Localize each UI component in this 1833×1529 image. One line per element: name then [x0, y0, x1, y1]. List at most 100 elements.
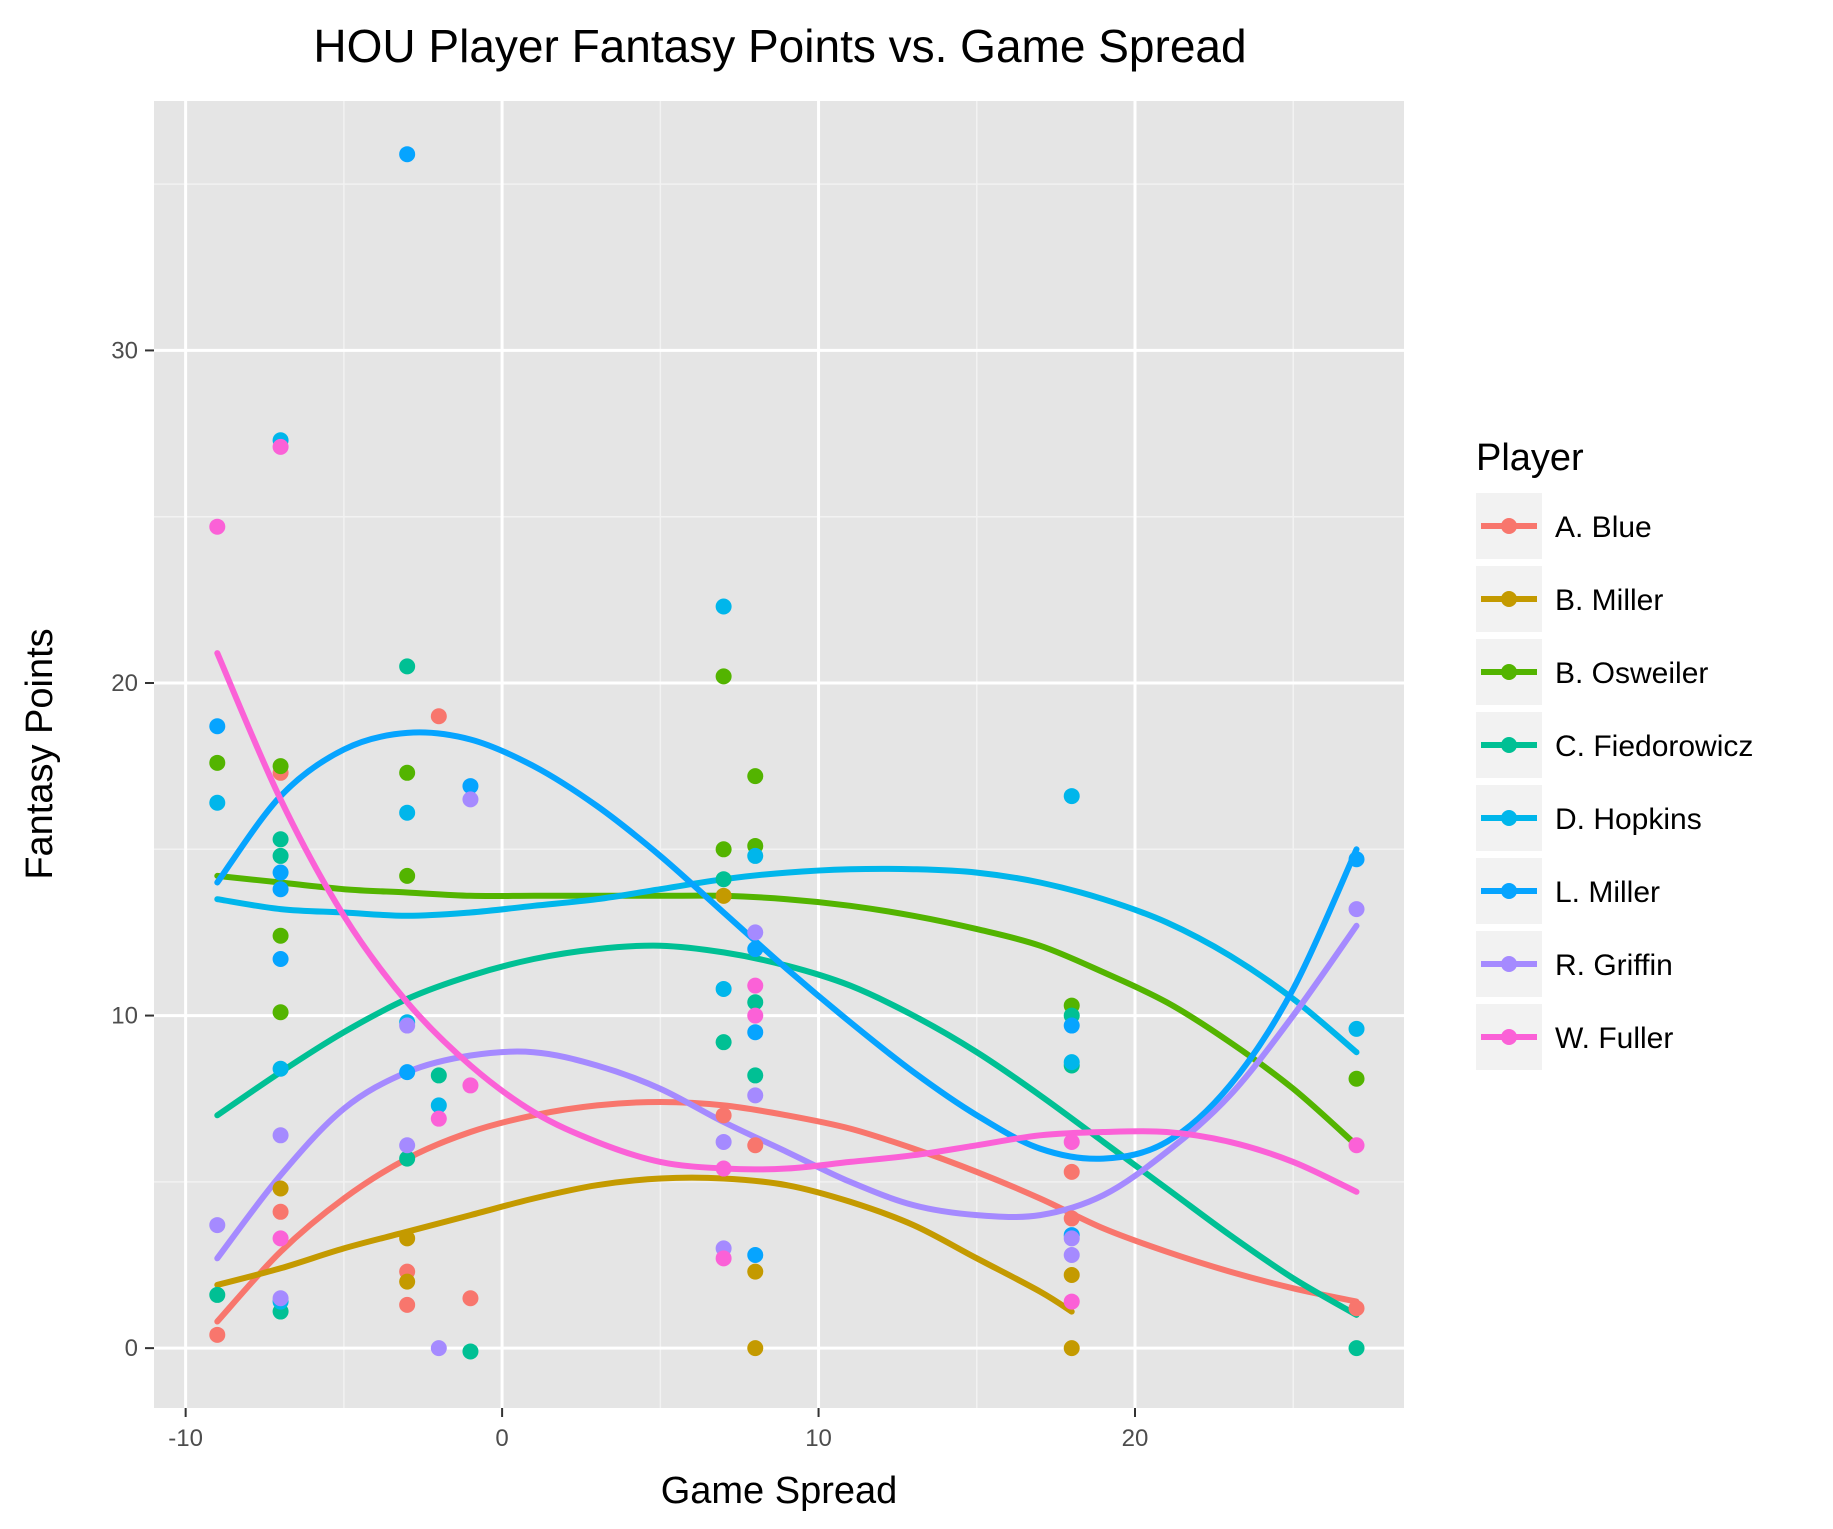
data-point: [399, 1296, 416, 1313]
data-point: [715, 980, 732, 997]
data-point: [1063, 1340, 1080, 1357]
data-point: [747, 1263, 764, 1280]
data-point: [272, 1060, 289, 1077]
data-point: [715, 1133, 732, 1150]
data-point: [399, 146, 416, 163]
data-point: [1348, 1070, 1365, 1087]
data-point: [399, 1230, 416, 1247]
legend-key-point: [1501, 956, 1517, 972]
data-point: [272, 847, 289, 864]
plot-panel: [154, 101, 1404, 1408]
data-point: [747, 1247, 764, 1264]
data-point: [399, 1017, 416, 1034]
data-point: [272, 927, 289, 944]
legend-key-point: [1501, 810, 1517, 826]
data-point: [715, 1034, 732, 1051]
data-point: [747, 1087, 764, 1104]
legend-label: B. Miller: [1555, 584, 1663, 617]
y-axis-ticks: 0 10 20 30: [111, 337, 154, 1362]
data-point: [1348, 851, 1365, 868]
data-point: [1348, 1340, 1365, 1357]
data-point: [715, 598, 732, 615]
data-point: [747, 768, 764, 785]
legend-label: R. Griffin: [1555, 949, 1673, 982]
trend-line-1: [214, 1174, 1075, 1315]
data-point: [715, 1160, 732, 1177]
legend-label: A. Blue: [1555, 511, 1652, 544]
data-point: [747, 977, 764, 994]
legend-item: B. Osweiler: [1476, 639, 1708, 705]
legend-label: L. Miller: [1555, 876, 1660, 909]
legend-label: B. Osweiler: [1555, 657, 1708, 690]
trend-line-5: [214, 729, 1360, 1162]
data-point: [430, 1110, 447, 1127]
data-point: [462, 1077, 479, 1094]
data-point: [715, 871, 732, 888]
data-point: [747, 1137, 764, 1154]
legend: Player A. Blue B. Miller B. Osweiler C. Fie…: [1476, 437, 1753, 1070]
legend-items: A. Blue B. Miller B. Osweiler C. Fiedorowic…: [1476, 493, 1753, 1070]
data-point: [715, 1107, 732, 1124]
legend-key-point: [1501, 883, 1517, 899]
data-point: [209, 1286, 226, 1303]
trend-line-4: [214, 865, 1360, 1056]
data-point: [272, 758, 289, 775]
data-point: [272, 1230, 289, 1247]
legend-key-point: [1501, 518, 1517, 534]
data-point: [272, 864, 289, 881]
data-point: [1063, 1054, 1080, 1071]
data-point: [1063, 1133, 1080, 1150]
data-point: [1348, 1137, 1365, 1154]
legend-item: L. Miller: [1476, 858, 1660, 924]
data-point: [747, 941, 764, 958]
legend-label: C. Fiedorowicz: [1555, 730, 1753, 763]
data-points: [209, 146, 1365, 1360]
data-point: [399, 1137, 416, 1154]
data-point: [715, 668, 732, 685]
data-point: [1063, 1163, 1080, 1180]
data-point: [272, 1180, 289, 1197]
data-point: [272, 438, 289, 455]
data-point: [272, 1127, 289, 1144]
trend-line-7: [214, 650, 1360, 1195]
data-point: [399, 1273, 416, 1290]
data-point: [715, 887, 732, 904]
data-point: [399, 804, 416, 821]
data-point: [1063, 1210, 1080, 1227]
data-point: [747, 1007, 764, 1024]
legend-item: D. Hopkins: [1476, 785, 1702, 851]
data-point: [1063, 1247, 1080, 1264]
x-tick-label: 0: [495, 1425, 508, 1452]
legend-item: R. Griffin: [1476, 931, 1673, 997]
data-point: [462, 1343, 479, 1360]
legend-item: C. Fiedorowicz: [1476, 712, 1753, 778]
data-point: [747, 994, 764, 1011]
data-point: [1063, 788, 1080, 805]
legend-key-point: [1501, 664, 1517, 680]
data-point: [747, 1024, 764, 1041]
data-point: [462, 791, 479, 808]
data-point: [430, 708, 447, 725]
data-point: [462, 1290, 479, 1307]
data-point: [209, 794, 226, 811]
data-point: [747, 924, 764, 941]
data-point: [715, 1250, 732, 1267]
data-point: [747, 1340, 764, 1357]
data-point: [209, 754, 226, 771]
data-point: [209, 718, 226, 735]
data-point: [430, 1097, 447, 1114]
legend-item: B. Miller: [1476, 566, 1663, 632]
x-tick-label: 20: [1122, 1425, 1149, 1452]
y-tick-label: 0: [125, 1335, 138, 1362]
data-point: [430, 1340, 447, 1357]
legend-key-point: [1501, 737, 1517, 753]
legend-key-point: [1501, 591, 1517, 607]
data-point: [272, 1290, 289, 1307]
x-tick-label: -10: [168, 1425, 203, 1452]
data-point: [747, 847, 764, 864]
data-point: [399, 867, 416, 884]
y-tick-label: 10: [111, 1003, 138, 1030]
data-point: [430, 1067, 447, 1084]
data-point: [209, 1217, 226, 1234]
